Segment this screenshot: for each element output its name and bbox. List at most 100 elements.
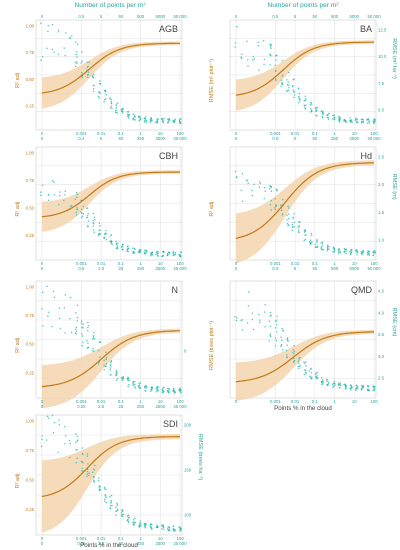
rmse-point — [350, 248, 352, 251]
rmse-point — [309, 239, 312, 241]
rmse-point — [139, 387, 141, 389]
rmse-point — [168, 253, 171, 255]
rmse-point — [93, 477, 95, 479]
rmse-point — [99, 341, 101, 343]
rmse-point — [338, 115, 340, 118]
rmse-point — [299, 99, 301, 102]
rmse-point — [309, 104, 311, 106]
rmse-point — [288, 86, 290, 89]
rmse-point — [87, 330, 89, 332]
rmse-point — [64, 425, 66, 428]
rmse-point — [82, 323, 84, 325]
rmse-point — [134, 517, 136, 519]
rmse-point — [63, 199, 65, 202]
rmse-point — [374, 118, 376, 121]
rmse-point — [127, 514, 130, 516]
x-bottom-secondary-tick-label: 0 — [235, 266, 238, 271]
rmse-point — [303, 362, 306, 365]
rmse-point — [138, 119, 140, 122]
rmse-point — [139, 118, 142, 120]
rmse-point — [264, 190, 266, 192]
rmse-point — [349, 253, 352, 255]
rmse-point — [93, 481, 96, 483]
rmse-point — [57, 451, 59, 454]
rmse-point — [76, 435, 79, 438]
rmse-point — [275, 323, 278, 326]
rmse-point — [138, 250, 141, 252]
rmse-point — [298, 225, 300, 227]
rmse-point — [259, 182, 261, 185]
rmse-point — [247, 291, 250, 293]
x-bottom-tick-label: 0 — [235, 399, 238, 404]
rmse-point — [236, 25, 238, 28]
rmse-point — [157, 118, 159, 120]
rmse-point — [304, 369, 306, 371]
rmse-point — [298, 220, 300, 223]
rmse-points — [40, 414, 182, 532]
x-bottom-tick-label: 0.01 — [97, 261, 106, 266]
rmse-point — [275, 79, 277, 82]
rmse-point — [93, 338, 96, 340]
rmse-point — [368, 120, 370, 123]
rmse-point — [180, 251, 182, 253]
rmse-point — [121, 513, 123, 516]
rmse-point — [310, 232, 313, 235]
rmse-point — [327, 118, 330, 121]
rmse-point — [133, 114, 136, 117]
rmse-point — [258, 321, 261, 324]
rmse-point — [303, 104, 306, 107]
rmse-point — [281, 339, 283, 342]
rmse-point — [132, 252, 134, 255]
rmse-point — [298, 92, 301, 95]
rmse-point — [287, 81, 289, 83]
x-bottom-secondary-tick-label: 0 — [41, 541, 44, 546]
rmse-points — [234, 25, 376, 125]
x-bottom-tick-label: 0.001 — [270, 131, 281, 136]
x-bottom-tick-label: 0.01 — [291, 399, 300, 404]
rmse-point — [81, 76, 84, 79]
rmse-point — [80, 211, 82, 214]
rmse-point — [258, 186, 261, 188]
rmse-point — [178, 119, 181, 121]
rmse-point — [345, 250, 348, 252]
rmse-point — [149, 118, 152, 121]
x-top-tick-label: 50 000 — [173, 14, 187, 19]
rmse-point — [321, 245, 323, 248]
rmse-point — [59, 191, 61, 193]
rmse-point — [292, 351, 294, 354]
rmse-point — [173, 392, 176, 394]
x-bottom-tick-label: 1 — [333, 399, 336, 404]
rmse-point — [275, 339, 278, 342]
rmse-point — [316, 241, 318, 243]
rmse-point — [110, 494, 113, 497]
rmse-point — [270, 209, 272, 211]
rmse-point — [286, 222, 289, 225]
rmse-point — [157, 389, 159, 391]
rmse-point — [166, 121, 169, 124]
rmse-point — [64, 442, 66, 445]
rmse-point — [280, 79, 283, 81]
rmse-point — [99, 80, 101, 82]
rmse-point — [98, 91, 101, 93]
rmse-point — [270, 190, 273, 193]
rmse-point — [291, 226, 294, 229]
rmse-point — [333, 382, 336, 385]
x-bottom-tick-label: 0.001 — [76, 536, 87, 541]
rmse-point — [235, 42, 237, 44]
rmse-point — [87, 326, 89, 329]
rmse-point — [69, 442, 71, 445]
rmse-point — [57, 53, 60, 55]
y-left-tick-label: 0.50 — [26, 77, 35, 82]
rmse-point — [297, 365, 300, 368]
rmse-point — [58, 204, 60, 206]
rmse-point — [241, 200, 244, 203]
y-right-tick-label: 3.5 — [378, 332, 385, 337]
rmse-point — [328, 245, 330, 248]
rmse-point — [82, 213, 85, 215]
y-left-tick-label: 0.75 — [26, 313, 35, 318]
rmse-point — [297, 231, 300, 233]
rmse-point — [298, 359, 300, 361]
rmse-point — [251, 189, 253, 192]
rmse-point — [280, 204, 282, 206]
